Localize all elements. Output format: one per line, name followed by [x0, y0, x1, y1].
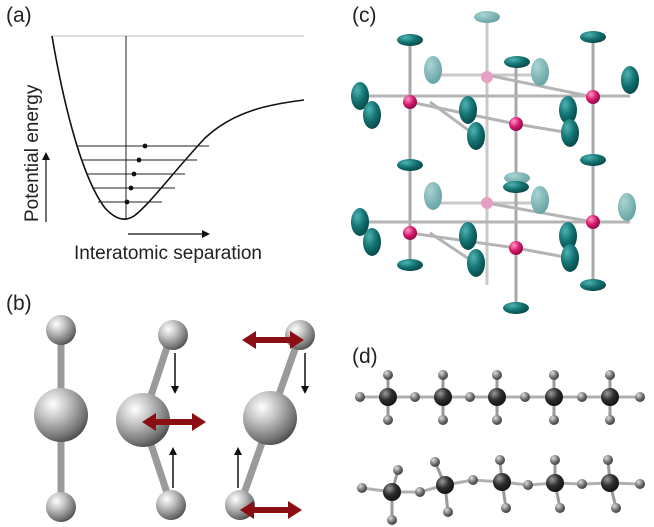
atom-large [243, 391, 297, 445]
double-arrow-red [242, 331, 304, 349]
midpoint-dot [131, 171, 137, 177]
panel-label-b: (b) [6, 292, 32, 315]
hydrogen-atoms [355, 370, 645, 425]
atom-small [46, 315, 76, 345]
level-midpoints [124, 143, 148, 205]
mode-asymmetric [225, 320, 315, 520]
panel-label-a: (a) [6, 4, 32, 27]
cations [403, 71, 600, 255]
atom-small [156, 490, 186, 520]
atom-small [46, 492, 76, 522]
lattice-bonds-horizontal [358, 73, 630, 265]
atom-small [158, 320, 188, 350]
midpoint-dot [136, 157, 142, 163]
polymer-chains [355, 370, 645, 525]
midpoint-dot [124, 199, 130, 205]
atom-large [116, 393, 170, 447]
hydrogen-atoms [357, 455, 645, 525]
anions [351, 31, 639, 314]
x-axis-label: Interatomic separation [74, 243, 262, 264]
mode-bending [116, 320, 206, 520]
panel-label-d: (d) [352, 345, 378, 368]
potential-curve [51, 35, 305, 220]
atom-small [285, 320, 315, 350]
carbon-atoms [379, 388, 619, 406]
double-arrow-red [142, 413, 206, 431]
midpoint-dot [128, 185, 134, 191]
chain-zigzag [357, 455, 645, 525]
carbon-atoms [383, 473, 619, 501]
atom-large [34, 388, 88, 442]
panel-label-c: (c) [352, 4, 377, 27]
midpoint-dot [142, 143, 148, 149]
potential-energy-plot: Interatomic separation Potential energy [22, 35, 305, 264]
crystal-lattice [351, 11, 639, 314]
double-arrow-red [240, 501, 302, 519]
y-axis-label: Potential energy [22, 84, 43, 222]
chain-straight [355, 370, 645, 425]
mode-symmetric [34, 315, 88, 522]
back-anions [424, 11, 636, 221]
vibration-modes [34, 315, 315, 522]
